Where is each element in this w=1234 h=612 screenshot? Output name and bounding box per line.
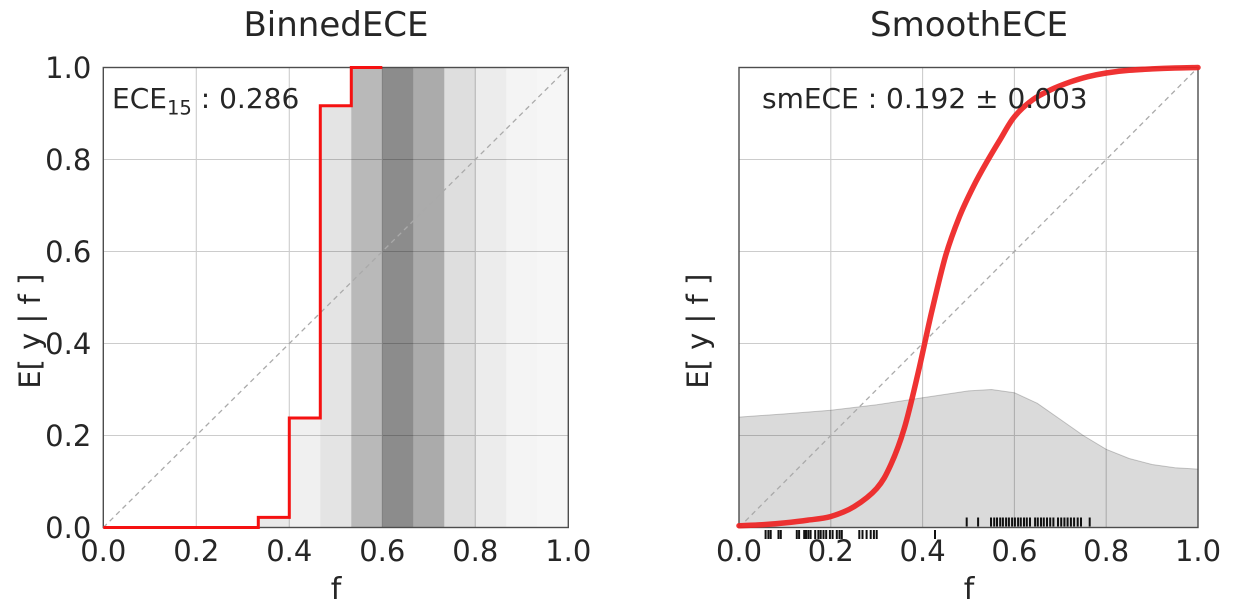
y-tick-label: 0.4 (45, 326, 92, 361)
x-tick-label: 0.2 (807, 534, 854, 568)
x-tick-label: 0.8 (452, 534, 499, 568)
bin-density-band (444, 67, 476, 528)
bin-density-band (506, 67, 538, 528)
y-tick-label: 0.0 (45, 510, 92, 545)
right-plot-title: SmoothECE (870, 5, 1068, 45)
ece-subscript: 15 (166, 96, 192, 120)
y-tick-label: 0.2 (45, 418, 92, 453)
y-tick-label: 0.6 (45, 234, 92, 269)
x-tick-label: 0.8 (1083, 534, 1130, 568)
right-yaxis-label: E[ y | f ] (680, 273, 715, 389)
bin-density-band (289, 418, 321, 528)
left-xaxis-label: f (330, 572, 342, 607)
bin-density-band (382, 67, 414, 528)
x-tick-label: 0.6 (991, 534, 1038, 568)
x-tick-label: 0.0 (80, 534, 127, 568)
left-ece-annotation: ECE15 : 0.286 (112, 84, 299, 119)
right-smece-annotation: smECE : 0.192 ± 0.003 (762, 82, 1088, 115)
bin-density-band (258, 517, 290, 528)
x-tick-label: 0.0 (715, 534, 763, 568)
x-tick-label: 0.2 (173, 534, 220, 568)
diagonal-reference-line (738, 67, 1199, 528)
x-tick-label: 0.6 (359, 534, 406, 568)
ece-value: : 0.286 (191, 82, 300, 115)
diagonal-reference-line (102, 67, 569, 528)
y-tick-label: 1.0 (45, 50, 92, 85)
axes-spine (102, 66, 570, 529)
prediction-density-area (739, 389, 1198, 528)
y-tick-label: 0.8 (45, 142, 92, 177)
x-tick-label: 1.0 (1174, 534, 1222, 568)
x-tick-label: 0.4 (266, 534, 313, 568)
bin-density-band (351, 67, 383, 528)
bin-density-band (475, 67, 507, 528)
ece-label: ECE (112, 82, 167, 115)
prediction-density-edge (738, 388, 1199, 470)
x-tick-label: 0.4 (899, 534, 946, 568)
bin-density-band (320, 105, 352, 528)
smooth-calibration-curve (736, 64, 1201, 529)
bin-density-band (413, 67, 445, 528)
x-tick-label: 1.0 (545, 534, 592, 568)
bin-density-band (537, 68, 568, 528)
left-plot-title: BinnedECE (243, 5, 429, 45)
right-xaxis-label: f (963, 572, 975, 607)
axes-spine (738, 66, 1199, 529)
binned-reliability-step-line (103, 66, 383, 529)
